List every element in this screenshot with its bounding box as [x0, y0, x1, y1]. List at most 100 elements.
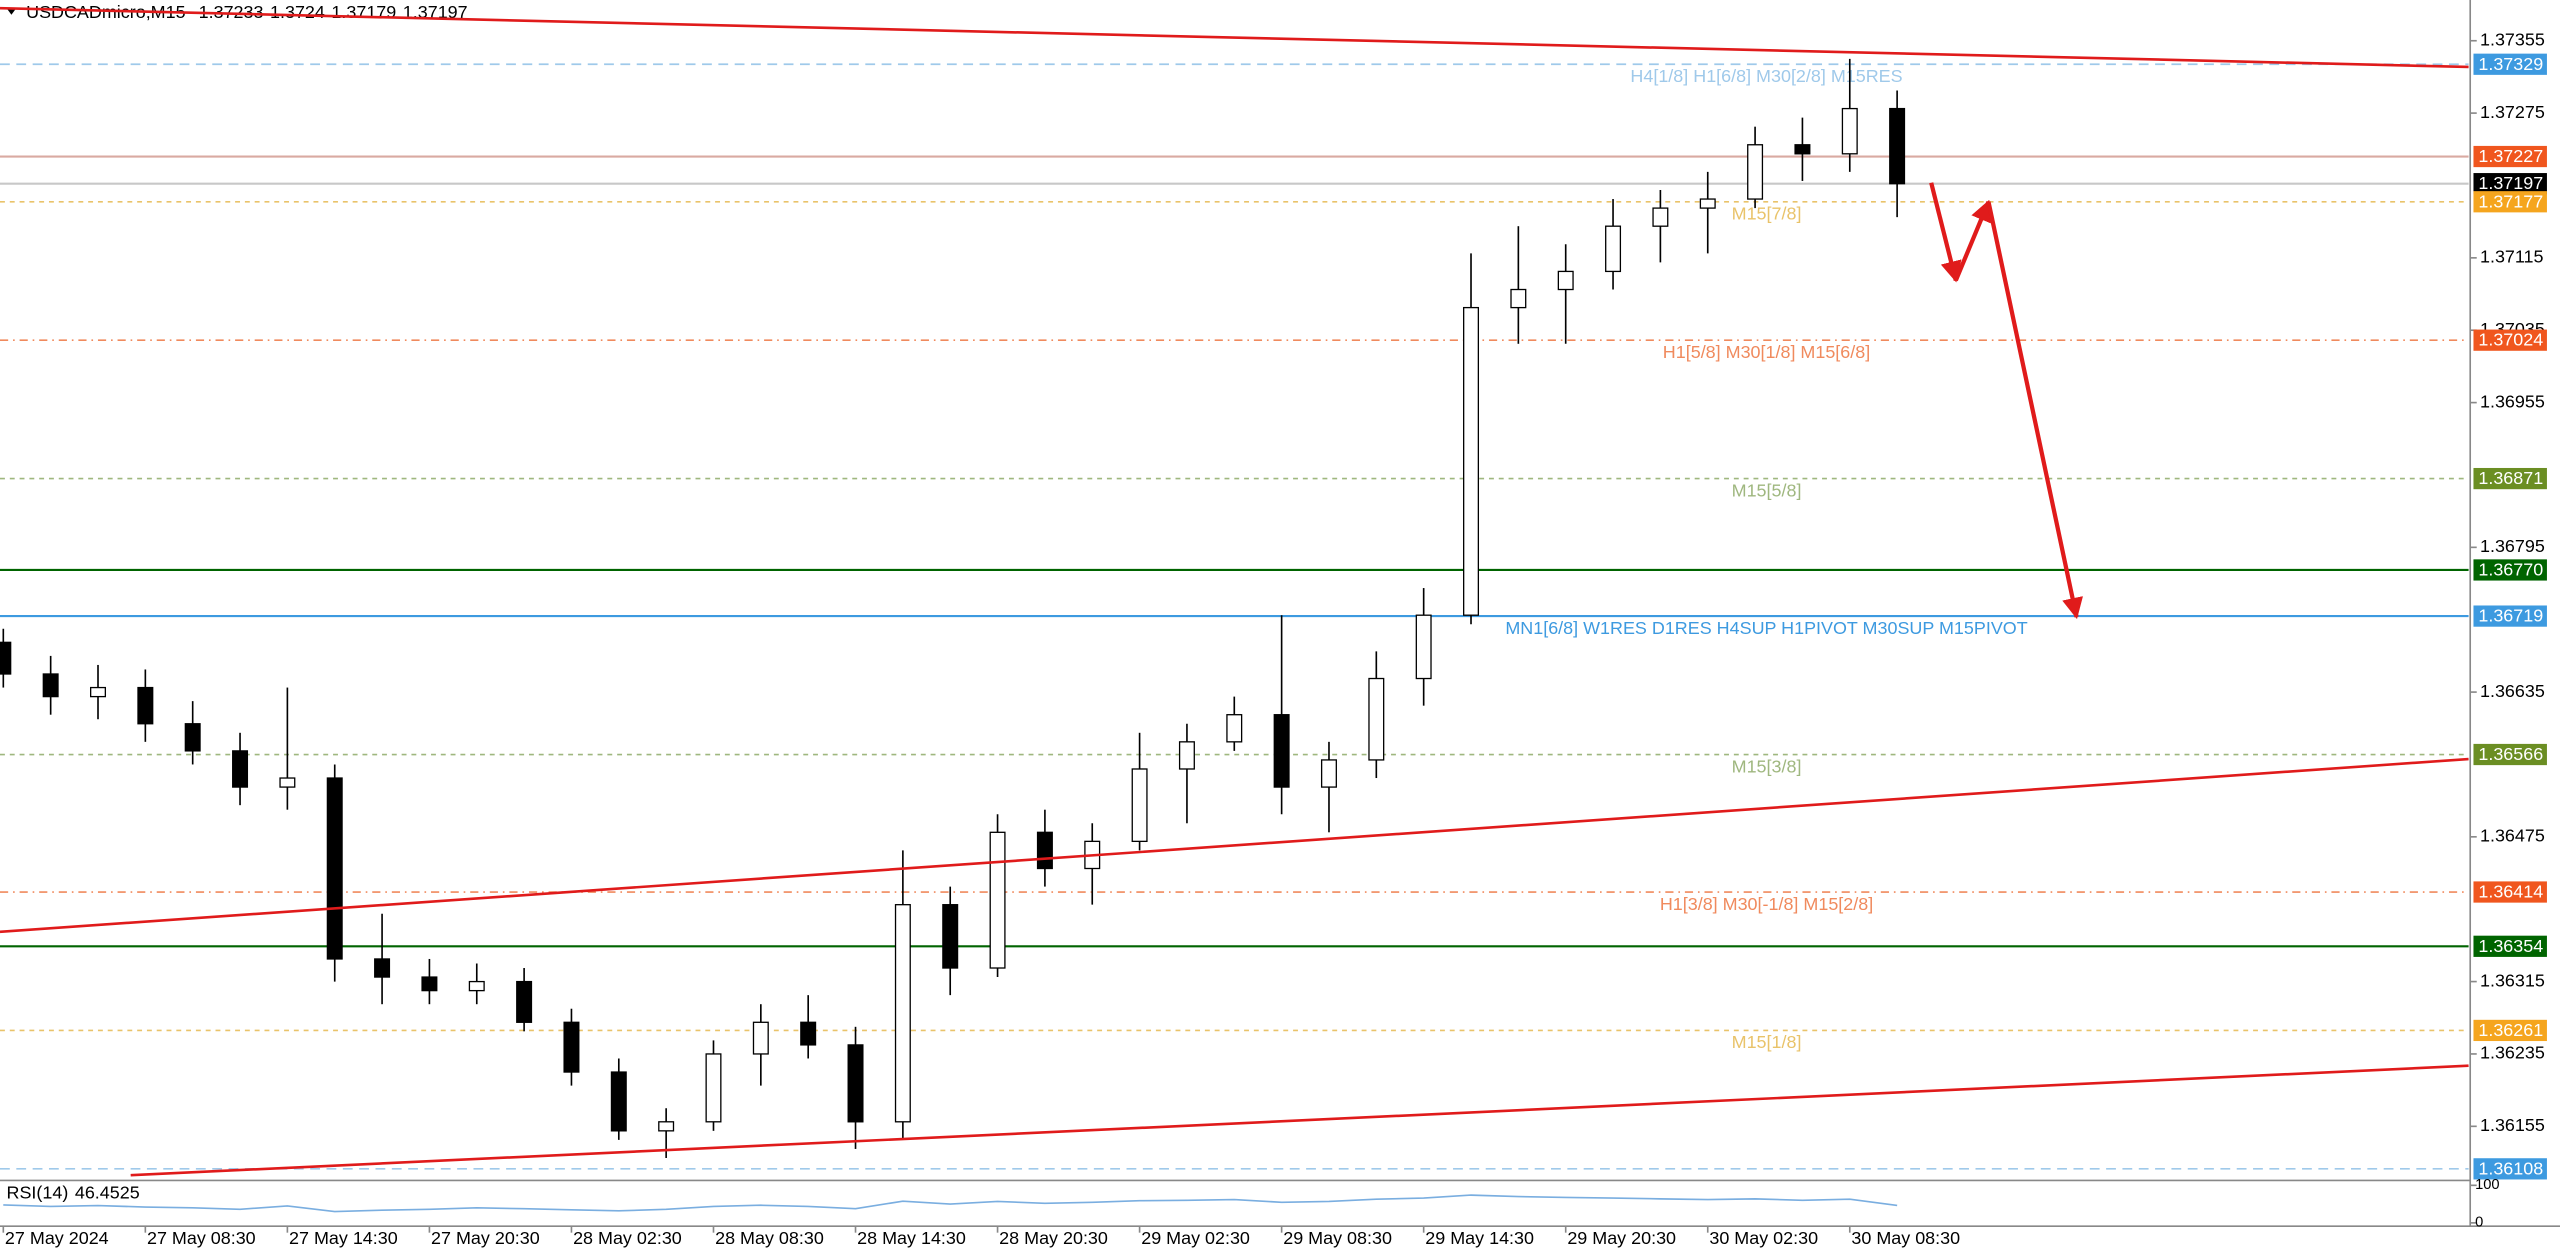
level-text: H1[3/8] M30[-1/8] M15[2/8]	[1660, 894, 1873, 914]
x-tick-label: 30 May 08:30	[1851, 1228, 1960, 1248]
candle-body	[610, 1071, 627, 1132]
candle-body	[1747, 144, 1764, 200]
y-tick-label: 1.36315	[2480, 970, 2545, 990]
candle-body	[90, 686, 107, 698]
candle-body	[1794, 144, 1811, 155]
candle-body	[800, 1021, 817, 1046]
level-price-label: 1.36770	[2478, 560, 2543, 580]
level-price-box	[2473, 743, 2547, 766]
candle-body	[1415, 614, 1432, 680]
projection-arrow	[1986, 201, 2083, 620]
x-tick-label: 28 May 02:30	[573, 1228, 682, 1248]
level-price-label: 1.37227	[2478, 146, 2543, 166]
projection-arrow	[1953, 199, 1991, 282]
candle-body	[279, 777, 296, 788]
level-price-label: 1.36108	[2478, 1158, 2543, 1178]
y-tick-label: 1.36635	[2480, 681, 2545, 701]
candle-body	[0, 641, 12, 675]
rsi-label: RSI(14)	[7, 1182, 69, 1202]
level-price-label: 1.36261	[2478, 1020, 2543, 1040]
level-text: M15[7/8]	[1732, 204, 1802, 224]
projection-arrow	[1929, 182, 1962, 283]
level-price-box	[2473, 191, 2547, 213]
x-tick-label: 30 May 02:30	[1709, 1228, 1818, 1248]
candle-body	[374, 958, 391, 978]
candle-body	[1510, 288, 1527, 309]
level-price-label: 1.36719	[2478, 606, 2543, 626]
x-tick-label: 27 May 20:30	[431, 1228, 540, 1248]
level-price-label: 1.37329	[2478, 54, 2543, 74]
level-price-box	[2473, 605, 2547, 627]
candle-body	[942, 904, 959, 969]
quote-high: 1.3724	[270, 2, 325, 22]
candle-body	[42, 673, 59, 698]
quote-low: 1.37179	[331, 2, 396, 22]
x-tick-label: 29 May 14:30	[1425, 1228, 1534, 1248]
candle-body	[137, 686, 154, 725]
level-text: MN1[6/8] W1RES D1RES H4SUP H1PIVOT M30SU…	[1505, 618, 2027, 638]
x-tick-label: 28 May 14:30	[857, 1228, 966, 1248]
candle-body	[1131, 768, 1148, 843]
candle-body	[705, 1053, 722, 1123]
level-text: H1[5/8] M30[1/8] M15[6/8]	[1663, 342, 1870, 362]
level-price-label: 1.36354	[2478, 936, 2543, 956]
level-price-box	[2473, 1019, 2547, 1042]
candle-body	[1368, 677, 1385, 761]
level-text: M15[5/8]	[1732, 480, 1802, 500]
level-price-box	[2473, 145, 2547, 168]
y-tick-label: 1.36235	[2480, 1043, 2545, 1063]
level-text: H4[1/8] H1[6/8] M30[2/8] M15RES	[1630, 66, 1902, 86]
x-tick-label: 27 May 14:30	[289, 1228, 398, 1248]
x-tick-label: 29 May 08:30	[1283, 1228, 1392, 1248]
candle-body	[1841, 107, 1858, 155]
trendline	[0, 757, 2469, 934]
trendline	[130, 1064, 2469, 1177]
candle-body	[1652, 207, 1669, 227]
x-tick-label: 27 May 2024	[5, 1228, 109, 1248]
candle-body	[184, 723, 201, 752]
y-tick-label: 1.36795	[2480, 536, 2545, 556]
candle-body	[1557, 270, 1574, 291]
trendline	[0, 6, 2469, 69]
candle-body	[1273, 714, 1290, 788]
candle-body	[1320, 759, 1337, 788]
candle-body	[232, 750, 249, 788]
rsi-tick-label: 100	[2475, 1177, 2500, 1193]
rsi-tick-label: 0	[2475, 1215, 2483, 1231]
level-price-box	[2473, 1158, 2547, 1180]
level-price-box	[2473, 935, 2547, 957]
candle-body	[516, 980, 533, 1023]
candle-body	[1178, 741, 1195, 770]
level-price-box	[2473, 329, 2547, 351]
level-price-box	[2473, 467, 2547, 490]
level-price-box	[2473, 559, 2547, 581]
candle-body	[468, 980, 485, 992]
candle-body	[658, 1121, 675, 1132]
y-tick-label: 1.36155	[2480, 1115, 2545, 1135]
rsi-header: RSI(14) 46.4525	[7, 1182, 140, 1202]
x-tick-label: 28 May 08:30	[715, 1228, 824, 1248]
candle-body	[1605, 225, 1622, 273]
level-price-box	[2473, 53, 2547, 75]
x-tick-label: 27 May 08:30	[147, 1228, 256, 1248]
level-text: M15[1/8]	[1732, 1032, 1802, 1052]
candle-body	[1226, 714, 1243, 743]
x-tick-label: 29 May 20:30	[1567, 1228, 1676, 1248]
level-price-label: 1.37197	[2478, 173, 2543, 193]
level-price-label: 1.36414	[2478, 882, 2543, 902]
level-price-label: 1.36871	[2478, 468, 2543, 488]
level-price-label: 1.36566	[2478, 744, 2543, 764]
y-tick-label: 1.37115	[2480, 247, 2544, 267]
y-tick-label: 1.36475	[2480, 826, 2545, 846]
menu-icon[interactable]	[6, 8, 17, 15]
x-tick-label: 28 May 20:30	[999, 1228, 1108, 1248]
candle-body	[989, 831, 1006, 969]
rsi-current: 46.4525	[75, 1182, 140, 1202]
y-tick-label: 1.37355	[2480, 29, 2545, 49]
x-tick-label: 29 May 02:30	[1141, 1228, 1250, 1248]
candle-body	[563, 1021, 580, 1073]
levels: H4[1/8] H1[6/8] M30[2/8] M15RES M15[7/8] H…	[0, 63, 2469, 1170]
